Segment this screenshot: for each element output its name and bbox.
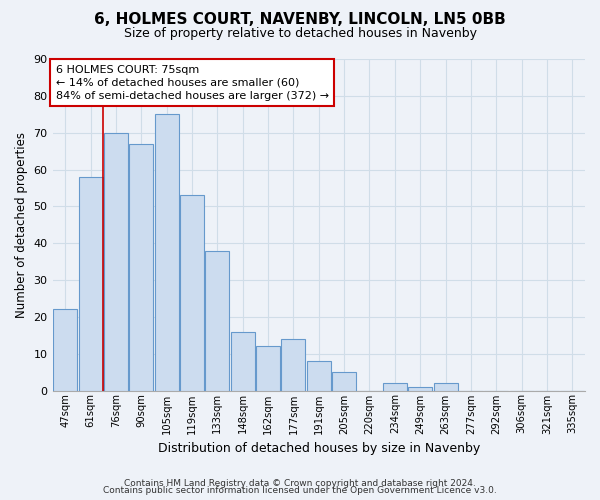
Text: Size of property relative to detached houses in Navenby: Size of property relative to detached ho… xyxy=(124,28,476,40)
Bar xyxy=(307,361,331,390)
Bar xyxy=(383,383,407,390)
Y-axis label: Number of detached properties: Number of detached properties xyxy=(15,132,28,318)
Bar xyxy=(230,332,255,390)
Text: 6, HOLMES COURT, NAVENBY, LINCOLN, LN5 0BB: 6, HOLMES COURT, NAVENBY, LINCOLN, LN5 0… xyxy=(94,12,506,28)
Bar xyxy=(104,132,128,390)
Bar xyxy=(281,339,305,390)
Bar xyxy=(79,177,103,390)
Text: 6 HOLMES COURT: 75sqm
← 14% of detached houses are smaller (60)
84% of semi-deta: 6 HOLMES COURT: 75sqm ← 14% of detached … xyxy=(56,64,329,101)
Bar xyxy=(256,346,280,391)
Bar xyxy=(408,387,432,390)
Bar xyxy=(129,144,154,390)
Bar xyxy=(180,196,204,390)
Text: Contains public sector information licensed under the Open Government Licence v3: Contains public sector information licen… xyxy=(103,486,497,495)
Bar xyxy=(53,310,77,390)
Bar xyxy=(155,114,179,390)
Text: Contains HM Land Registry data © Crown copyright and database right 2024.: Contains HM Land Registry data © Crown c… xyxy=(124,478,476,488)
X-axis label: Distribution of detached houses by size in Navenby: Distribution of detached houses by size … xyxy=(158,442,480,455)
Bar xyxy=(434,383,458,390)
Bar xyxy=(205,250,229,390)
Bar xyxy=(332,372,356,390)
